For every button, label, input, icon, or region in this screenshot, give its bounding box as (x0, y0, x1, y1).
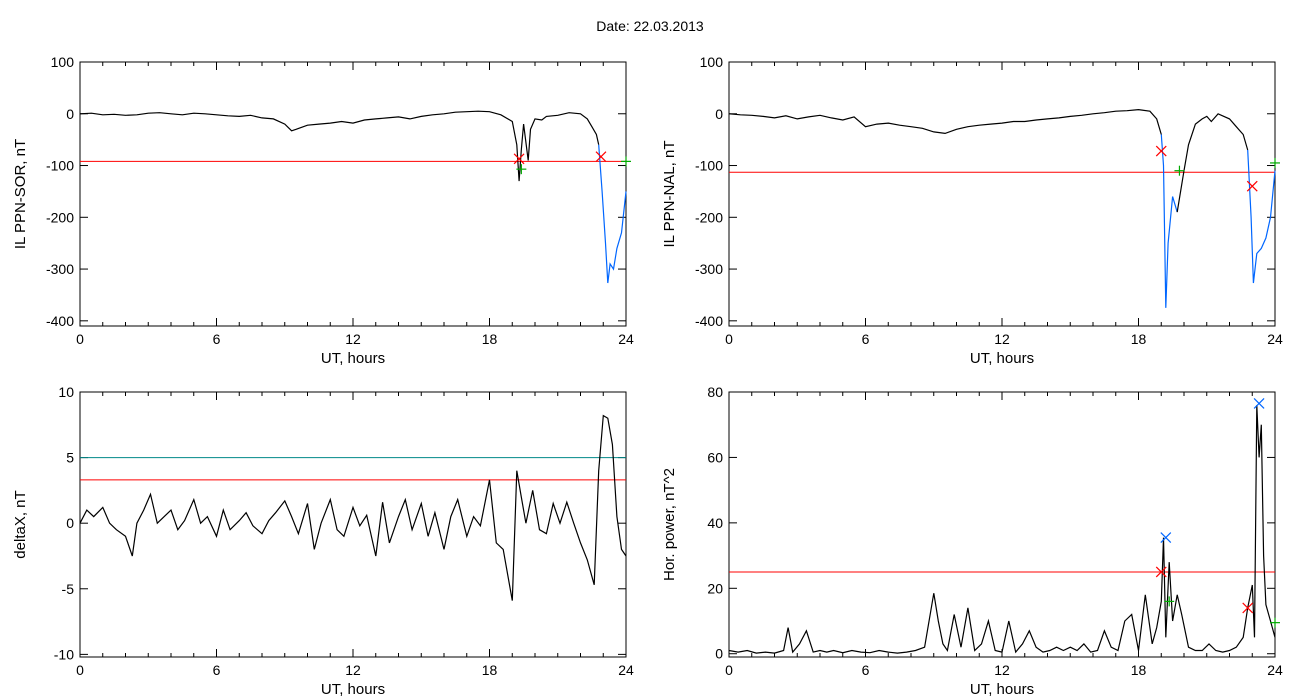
x-tick-label: 18 (482, 662, 498, 678)
y-tick-label: -400 (695, 313, 723, 329)
x-tick-label: 12 (994, 331, 1010, 347)
x-axis-title: UT, hours (321, 681, 385, 698)
event-marker (595, 151, 607, 163)
x-tick-label: 6 (213, 331, 221, 347)
series-line (79, 110, 600, 182)
series-line (598, 144, 627, 284)
event-marker (1164, 596, 1175, 607)
plot-frame (79, 61, 627, 327)
y-axis-title: deltaX, nT (12, 490, 29, 558)
y-tick-label: 20 (707, 580, 723, 596)
page-title: Date: 22.03.2013 (596, 18, 704, 34)
series-line (1247, 149, 1276, 284)
y-tick-label: 0 (66, 515, 74, 531)
y-tick-label: -5 (62, 581, 75, 597)
x-axis-title: UT, hours (321, 350, 385, 367)
y-tick-label: 0 (66, 106, 74, 122)
chart-hor-power: 0 6 12 18 24 80 60 40 20 0 UT, hours Hor. power, nT… (661, 384, 1283, 698)
y-tick-label: -400 (46, 313, 74, 329)
x-tick-label: 6 (862, 662, 870, 678)
event-marker (1242, 602, 1254, 614)
x-tick-label: 24 (1267, 662, 1283, 678)
event-marker (516, 164, 527, 175)
plot-frame (79, 391, 627, 658)
y-tick-label: 0 (715, 106, 723, 122)
series-line (728, 405, 1276, 654)
x-tick-label: 0 (725, 662, 733, 678)
x-tick-label: 12 (994, 662, 1010, 678)
chart-deltax: 0 6 12 18 24 10 5 0 -5 -10 UT, hours deltaX, nT (12, 384, 634, 698)
chart-ppn-nal: 0 6 12 18 24 100 0 -100 -200 -300 -400 UT, hours IL … (661, 54, 1283, 367)
y-tick-label: 100 (700, 54, 724, 70)
x-tick-label: 0 (76, 331, 84, 347)
x-tick-label: 12 (345, 662, 361, 678)
x-tick-label: 12 (345, 331, 361, 347)
y-tick-label: -10 (54, 646, 74, 662)
x-tick-label: 24 (618, 331, 634, 347)
event-marker (1155, 566, 1167, 578)
series-line (728, 108, 1162, 135)
x-tick-label: 0 (76, 662, 84, 678)
x-tick-label: 18 (1131, 662, 1147, 678)
series-line (1160, 134, 1178, 308)
series-line (1176, 113, 1249, 213)
x-tick-label: 6 (213, 662, 221, 678)
event-marker (1246, 180, 1258, 192)
x-axis-title: UT, hours (970, 681, 1034, 698)
y-tick-label: 0 (715, 646, 723, 662)
event-marker (1253, 398, 1265, 409)
y-tick-label: -300 (46, 261, 74, 277)
x-tick-label: 24 (618, 662, 634, 678)
chart-ppn-sor: 0 6 12 18 24 100 0 -100 -200 -300 -400 UT, hours IL … (12, 54, 634, 367)
y-tick-label: 10 (58, 384, 74, 400)
event-marker (621, 156, 631, 167)
x-tick-label: 24 (1267, 331, 1283, 347)
y-axis-title: IL PPN-NAL, nT (661, 141, 678, 248)
event-marker (513, 153, 525, 165)
y-tick-label: -300 (695, 261, 723, 277)
x-tick-label: 6 (862, 331, 870, 347)
y-tick-label: -200 (695, 209, 723, 225)
x-axis-title: UT, hours (970, 350, 1034, 367)
plot-frame (728, 391, 1276, 658)
plot-frame (728, 61, 1276, 327)
x-tick-label: 0 (725, 331, 733, 347)
y-tick-label: 40 (707, 515, 723, 531)
x-tick-label: 18 (1131, 331, 1147, 347)
series-line (79, 414, 627, 601)
y-tick-label: 5 (66, 450, 74, 466)
y-tick-label: -100 (46, 158, 74, 174)
y-tick-label: -100 (695, 158, 723, 174)
y-axis-title: IL PPN-SOR, nT (12, 139, 29, 249)
event-marker (1270, 157, 1280, 168)
y-tick-label: -200 (46, 209, 74, 225)
event-marker (1155, 145, 1167, 157)
y-tick-label: 80 (707, 384, 723, 400)
event-marker (1270, 617, 1280, 628)
y-axis-title: Hor. power, nT^2 (661, 468, 678, 581)
y-tick-label: 60 (707, 449, 723, 465)
event-marker (1174, 165, 1185, 176)
y-tick-label: 100 (51, 54, 75, 70)
event-marker (1160, 532, 1172, 544)
x-tick-label: 18 (482, 331, 498, 347)
